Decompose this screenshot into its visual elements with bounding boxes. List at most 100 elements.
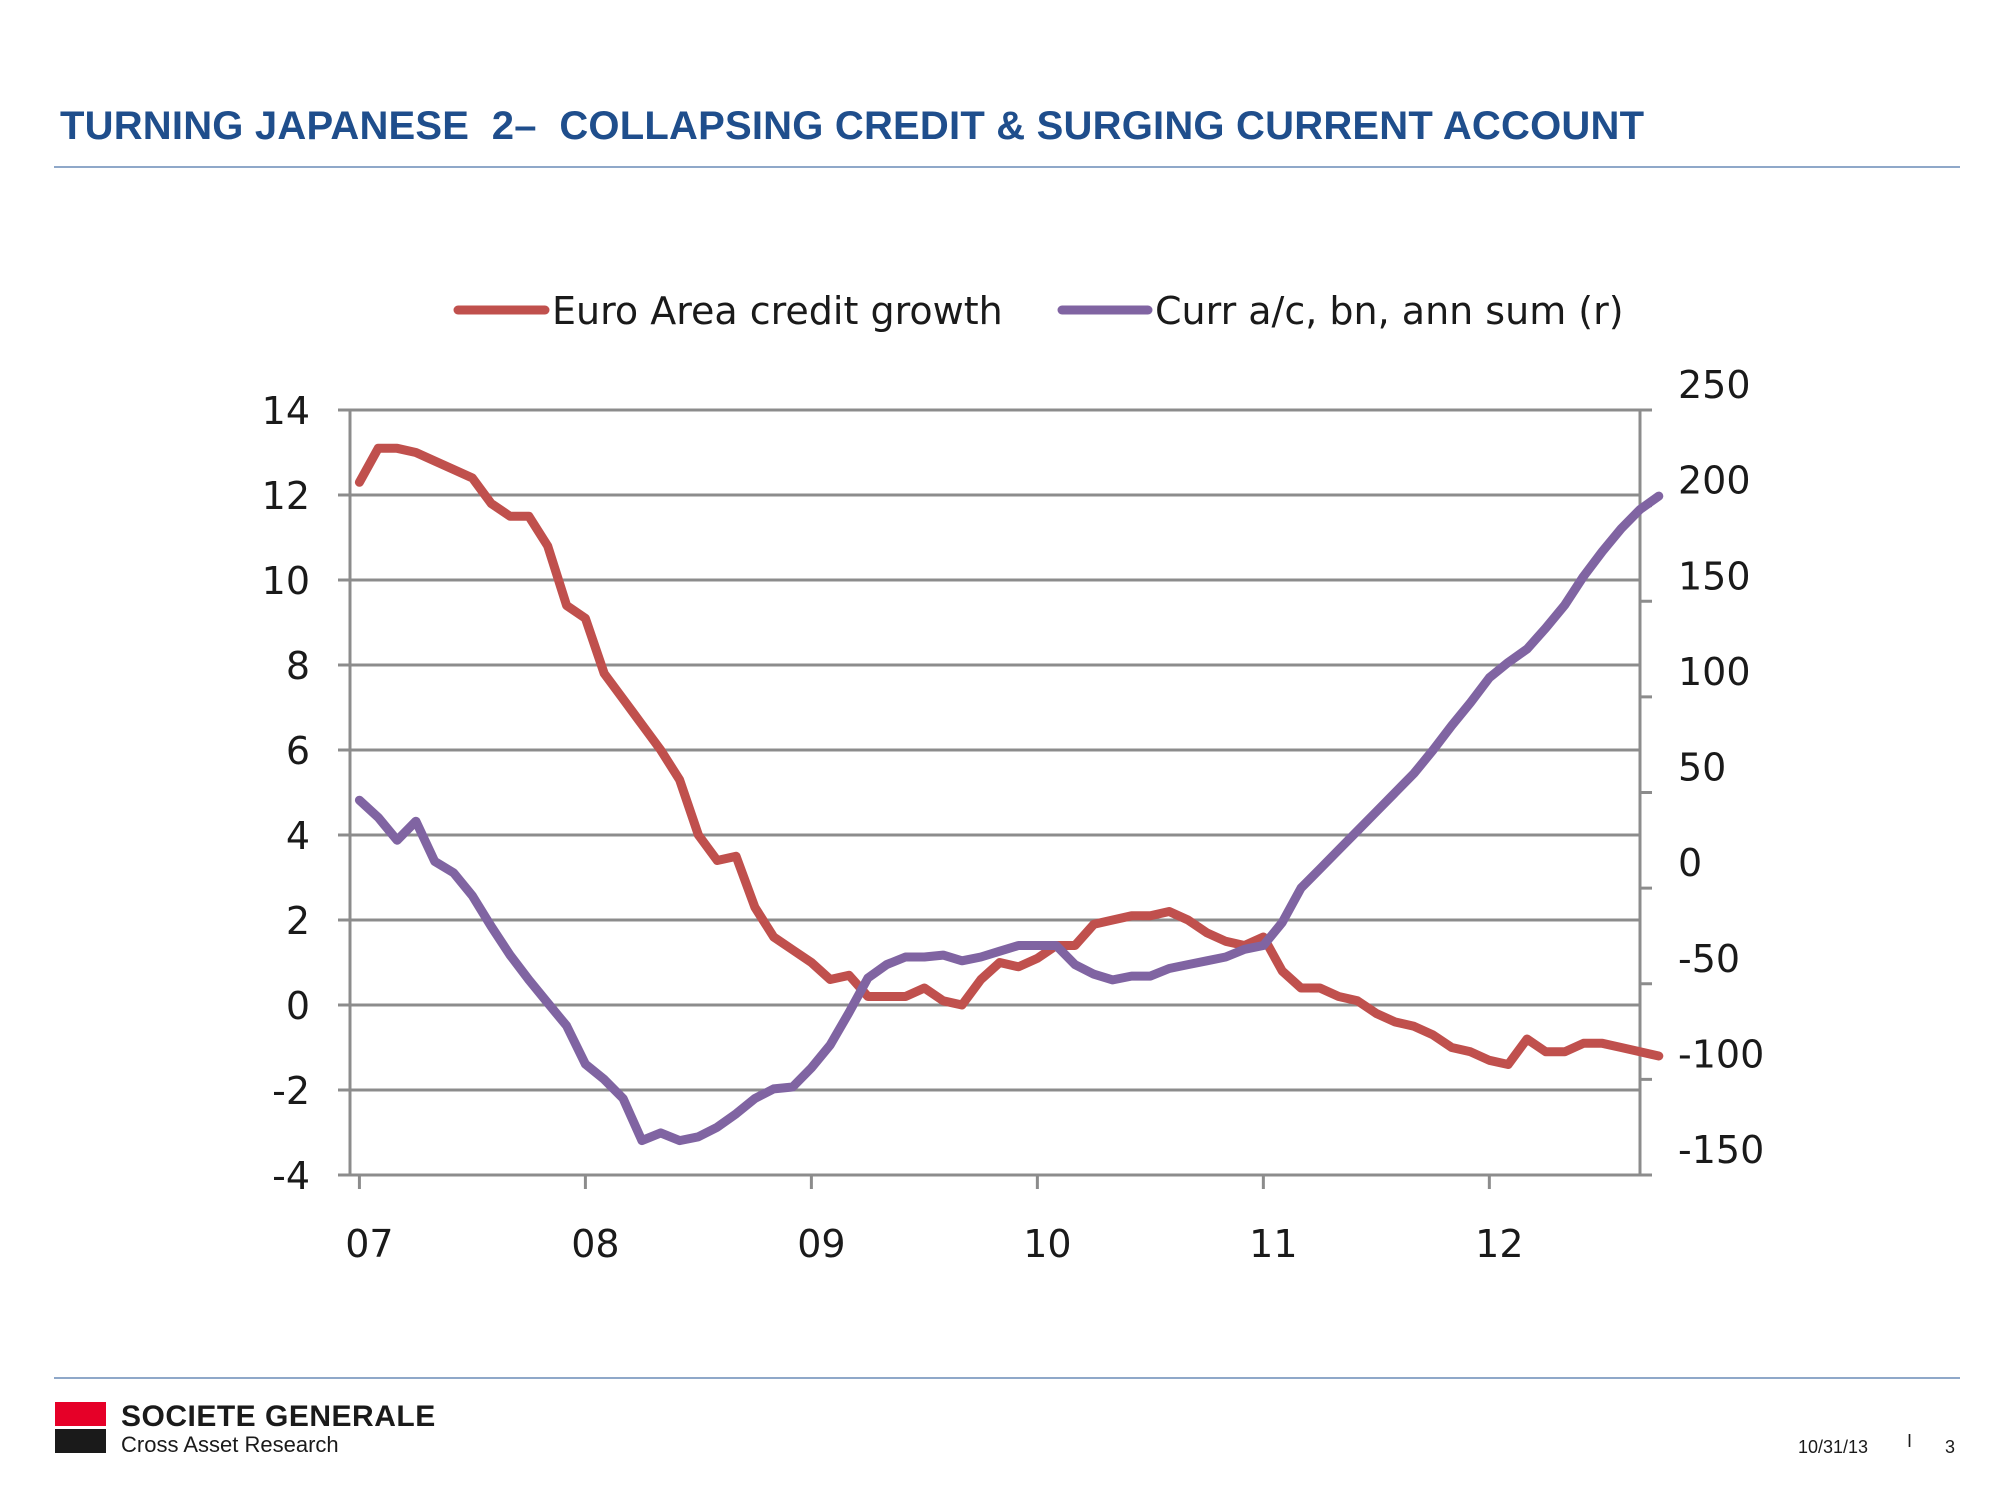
data-point	[565, 1024, 569, 1028]
x-tick-label: 10	[1023, 1222, 1071, 1266]
logo-black-block	[55, 1429, 106, 1453]
right-tick-label: 100	[1678, 650, 1751, 694]
data-point	[1186, 918, 1190, 922]
legend-item: Euro Area credit growth	[453, 289, 1003, 333]
left-tick-label: 6	[286, 729, 310, 773]
data-point	[1431, 1033, 1435, 1037]
x-tick-label: 11	[1249, 1222, 1297, 1266]
left-tick-label: 0	[286, 984, 310, 1028]
data-point	[546, 1001, 550, 1005]
data-point	[602, 1077, 606, 1081]
data-point	[1017, 944, 1021, 947]
data-point	[791, 1085, 795, 1089]
left-tick-label: 8	[286, 644, 310, 688]
company-name: SOCIETE GENERALE	[121, 1400, 436, 1433]
data-point	[941, 953, 945, 957]
data-point	[885, 963, 889, 967]
data-point	[489, 924, 493, 928]
data-point	[1525, 1037, 1529, 1041]
data-point	[640, 723, 644, 726]
right-tick-label: -150	[1678, 1128, 1764, 1172]
data-point	[1130, 914, 1134, 918]
data-point	[1337, 848, 1341, 852]
data-point	[734, 1112, 738, 1116]
series-current-account	[354, 491, 1664, 1146]
right-tick-label: 250	[1678, 363, 1751, 407]
data-point	[1657, 1054, 1661, 1058]
data-point	[1186, 963, 1190, 967]
chart-tick-labels: -4 -2 0 2 4 6 8 10 12 14 -150 -100 -50 0 50 100 150 200 25…	[262, 363, 1765, 1266]
data-point	[1299, 986, 1303, 990]
data-point	[1450, 1046, 1454, 1049]
data-point	[1092, 972, 1096, 976]
left-tick-label: 10	[262, 559, 310, 603]
data-point	[1035, 956, 1039, 960]
data-point	[470, 476, 474, 480]
right-tick-label: 150	[1678, 554, 1751, 598]
data-point	[696, 833, 700, 837]
data-point	[395, 838, 399, 842]
data-point	[583, 1062, 587, 1066]
data-point	[414, 819, 418, 823]
data-point	[715, 859, 719, 862]
data-point	[1525, 647, 1529, 651]
division-name: Cross Asset Research	[121, 1432, 339, 1457]
data-point	[1356, 829, 1360, 833]
data-point	[979, 955, 983, 959]
data-point	[508, 514, 512, 518]
logo-mark	[55, 1402, 106, 1453]
data-point	[452, 468, 456, 471]
data-point	[527, 978, 531, 982]
data-point	[357, 798, 361, 802]
chart-legend: Euro Area credit growth Curr a/c, bn, ann…	[453, 289, 1624, 333]
data-point	[1224, 939, 1228, 943]
data-point	[734, 854, 738, 858]
data-point	[433, 859, 437, 863]
data-point	[1224, 955, 1228, 959]
left-tick-label: 12	[262, 474, 310, 518]
data-point	[904, 955, 908, 959]
data-point	[1280, 921, 1284, 925]
data-point	[1619, 1046, 1623, 1049]
data-point	[1600, 1041, 1604, 1045]
footer-divider	[54, 1377, 1960, 1379]
data-point	[1657, 494, 1661, 498]
data-point	[1318, 986, 1322, 990]
data-point	[1469, 1050, 1473, 1054]
legend-label: Euro Area credit growth	[552, 289, 1003, 333]
data-point	[470, 894, 474, 898]
data-point	[1563, 1050, 1567, 1054]
data-point	[1299, 886, 1303, 890]
right-tick-label: 200	[1678, 459, 1751, 503]
data-point	[1487, 1058, 1491, 1062]
data-point	[979, 978, 983, 981]
data-point	[1017, 965, 1021, 969]
data-point	[1148, 914, 1152, 918]
data-point	[1506, 660, 1510, 664]
data-point	[621, 1097, 625, 1100]
x-tick-label: 12	[1475, 1222, 1523, 1266]
right-tick-label: 0	[1678, 841, 1702, 885]
data-point	[809, 1066, 813, 1070]
data-point	[960, 1003, 964, 1007]
data-point	[489, 502, 493, 505]
left-tick-label: -2	[272, 1069, 310, 1113]
data-point	[583, 616, 587, 620]
data-point	[1582, 1041, 1586, 1045]
data-point	[1374, 1012, 1378, 1015]
data-point	[960, 959, 964, 963]
data-point	[433, 459, 437, 463]
data-point	[357, 480, 361, 484]
data-point	[715, 1125, 719, 1129]
data-point	[1544, 626, 1548, 630]
data-point	[696, 1135, 700, 1139]
data-point	[753, 1097, 757, 1100]
data-point	[621, 697, 625, 701]
data-point	[904, 995, 908, 998]
left-tick-label: 4	[286, 814, 310, 858]
data-point	[1167, 966, 1171, 970]
chart-gridlines	[350, 408, 1640, 1177]
data-point	[1243, 947, 1247, 951]
series-line	[354, 491, 1664, 1146]
